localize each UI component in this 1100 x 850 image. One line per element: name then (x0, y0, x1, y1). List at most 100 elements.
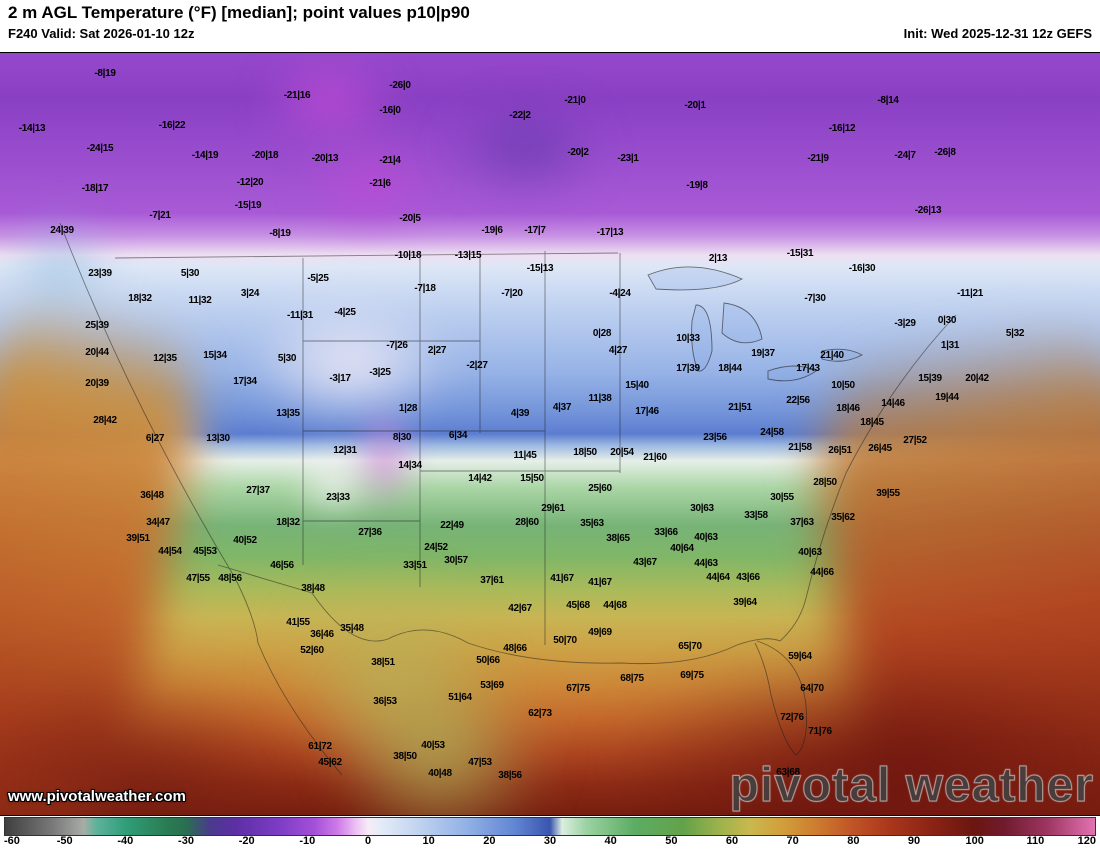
colorbar-tick-label: -20 (238, 835, 255, 847)
point-value-label: 4|39 (510, 408, 530, 419)
colorbar-tick-label: 80 (847, 835, 860, 847)
point-value-label: -11|31 (286, 310, 314, 321)
colorbar-tick-label: 90 (907, 835, 921, 847)
colorbar-tick-label: 10 (422, 835, 435, 847)
point-value-label: 13|35 (276, 408, 300, 419)
model-init-text: Init: Wed 2025-12-31 12z GEFS (903, 26, 1092, 42)
point-value-label: 5|30 (180, 268, 200, 279)
point-value-label: -21|6 (369, 178, 391, 189)
coastline-and-state-borders (59, 222, 957, 776)
colorbar-tick-label: 30 (543, 835, 557, 847)
point-value-label: 44|66 (810, 567, 834, 578)
point-value-label: 44|64 (706, 572, 730, 583)
point-value-label: 18|32 (128, 293, 152, 304)
point-value-label: 48|56 (218, 573, 242, 584)
point-value-label: 12|31 (333, 445, 357, 456)
temperature-map: -8|19 -21|16 -26|0 -21|0 -20|1 -8|14 -14|13 -16… (0, 52, 1100, 816)
point-value-label: 28|60 (515, 517, 539, 528)
point-value-label: 17|34 (233, 376, 257, 387)
point-value-label: 36|48 (140, 490, 164, 501)
point-value-label: 21|40 (820, 350, 844, 361)
point-value-label: 59|64 (788, 651, 812, 662)
point-value-label: 47|55 (186, 573, 210, 584)
point-value-label: -24|15 (86, 143, 114, 154)
point-value-label: 43|67 (633, 557, 657, 568)
point-value-label: 27|36 (358, 527, 382, 538)
point-value-label: 50|66 (476, 655, 500, 666)
point-value-label: -22|2 (509, 110, 531, 121)
point-value-label: 21|51 (728, 402, 752, 413)
colorbar-tick-label: 100 (965, 835, 984, 847)
point-value-label: 45|68 (566, 600, 590, 611)
point-value-label: 18|45 (860, 417, 884, 428)
point-value-label: -24|7 (894, 150, 916, 161)
point-value-label: 15|40 (625, 380, 649, 391)
point-value-label: 18|50 (573, 447, 597, 458)
point-value-label: -13|15 (454, 250, 482, 261)
colorbar-tick-label: 50 (665, 835, 678, 847)
point-value-label: -19|8 (686, 180, 708, 191)
point-value-label: 20|44 (85, 347, 109, 358)
point-value-label: -3|17 (329, 373, 351, 384)
point-value-label: -8|19 (94, 68, 116, 79)
point-value-label: 47|53 (468, 757, 492, 768)
point-value-label: -17|7 (524, 225, 546, 236)
point-value-label: 17|46 (635, 406, 659, 417)
point-value-label: 4|27 (608, 345, 628, 356)
point-value-label: 45|53 (193, 546, 217, 557)
point-value-label: -14|19 (191, 150, 219, 161)
point-value-label: 68|75 (620, 673, 644, 684)
colorbar-tick-label: -30 (178, 835, 194, 847)
point-value-label: 2|13 (708, 253, 728, 264)
point-value-label: 38|65 (606, 533, 630, 544)
point-value-label: 44|63 (694, 558, 718, 569)
point-value-label: 26|45 (868, 443, 892, 454)
point-value-label: 33|66 (654, 527, 678, 538)
point-value-label: 20|54 (610, 447, 634, 458)
point-value-label: 19|44 (935, 392, 959, 403)
point-value-label: 12|35 (153, 353, 177, 364)
point-value-label: 15|34 (203, 350, 227, 361)
point-value-label: 39|55 (876, 488, 900, 499)
colorbar-tick-label: 60 (725, 835, 739, 847)
watermark-url: www.pivotalweather.com (8, 788, 186, 805)
point-value-label: -16|12 (828, 123, 856, 134)
point-value-label: 50|70 (553, 635, 577, 646)
point-value-label: 28|50 (813, 477, 837, 488)
point-value-label: -20|2 (567, 147, 589, 158)
point-value-label: 21|60 (643, 452, 667, 463)
point-value-label: 40|53 (421, 740, 445, 751)
point-value-label: 18|46 (836, 403, 860, 414)
point-value-label: -7|18 (414, 283, 436, 294)
point-value-label: 41|67 (588, 577, 612, 588)
point-value-label: 0|28 (592, 328, 612, 339)
point-value-label: 1|31 (940, 340, 960, 351)
point-value-label: 34|47 (146, 517, 170, 528)
point-value-label: 39|51 (126, 533, 150, 544)
point-value-label: 3|24 (240, 288, 260, 299)
point-value-label: 6|34 (448, 430, 468, 441)
colorbar: -60 -50 -40 -30 -20 -10 0 10 20 30 40 50 60 70 80 90 100… (0, 816, 1100, 850)
point-value-label: 43|66 (736, 572, 760, 583)
point-value-label: -15|13 (526, 263, 554, 274)
point-value-label: -5|25 (307, 273, 329, 284)
point-value-label: 10|50 (831, 380, 855, 391)
point-value-label: 36|53 (373, 696, 397, 707)
map-title: 2 m AGL Temperature (°F) [median]; point… (8, 3, 470, 22)
header-bar: 2 m AGL Temperature (°F) [median]; point… (0, 0, 1100, 52)
colorbar-tick-label: 0 (364, 835, 372, 847)
point-value-label: 11|45 (513, 450, 537, 461)
point-value-label: 18|44 (718, 363, 742, 374)
point-value-label: 19|37 (751, 348, 775, 359)
point-value-label: -21|9 (807, 153, 829, 164)
colorbar-tick-label: -40 (117, 835, 134, 847)
point-value-label: 48|66 (503, 643, 527, 654)
point-value-label: 10|33 (676, 333, 700, 344)
colorbar-tick-label: 40 (604, 835, 617, 847)
point-value-label: 30|57 (444, 555, 468, 566)
colorbar-gradient (4, 817, 1096, 836)
point-value-label: 5|30 (277, 353, 297, 364)
point-value-label: 23|33 (326, 492, 350, 503)
point-value-label: -8|14 (877, 95, 899, 106)
point-value-label: 35|63 (580, 518, 604, 529)
